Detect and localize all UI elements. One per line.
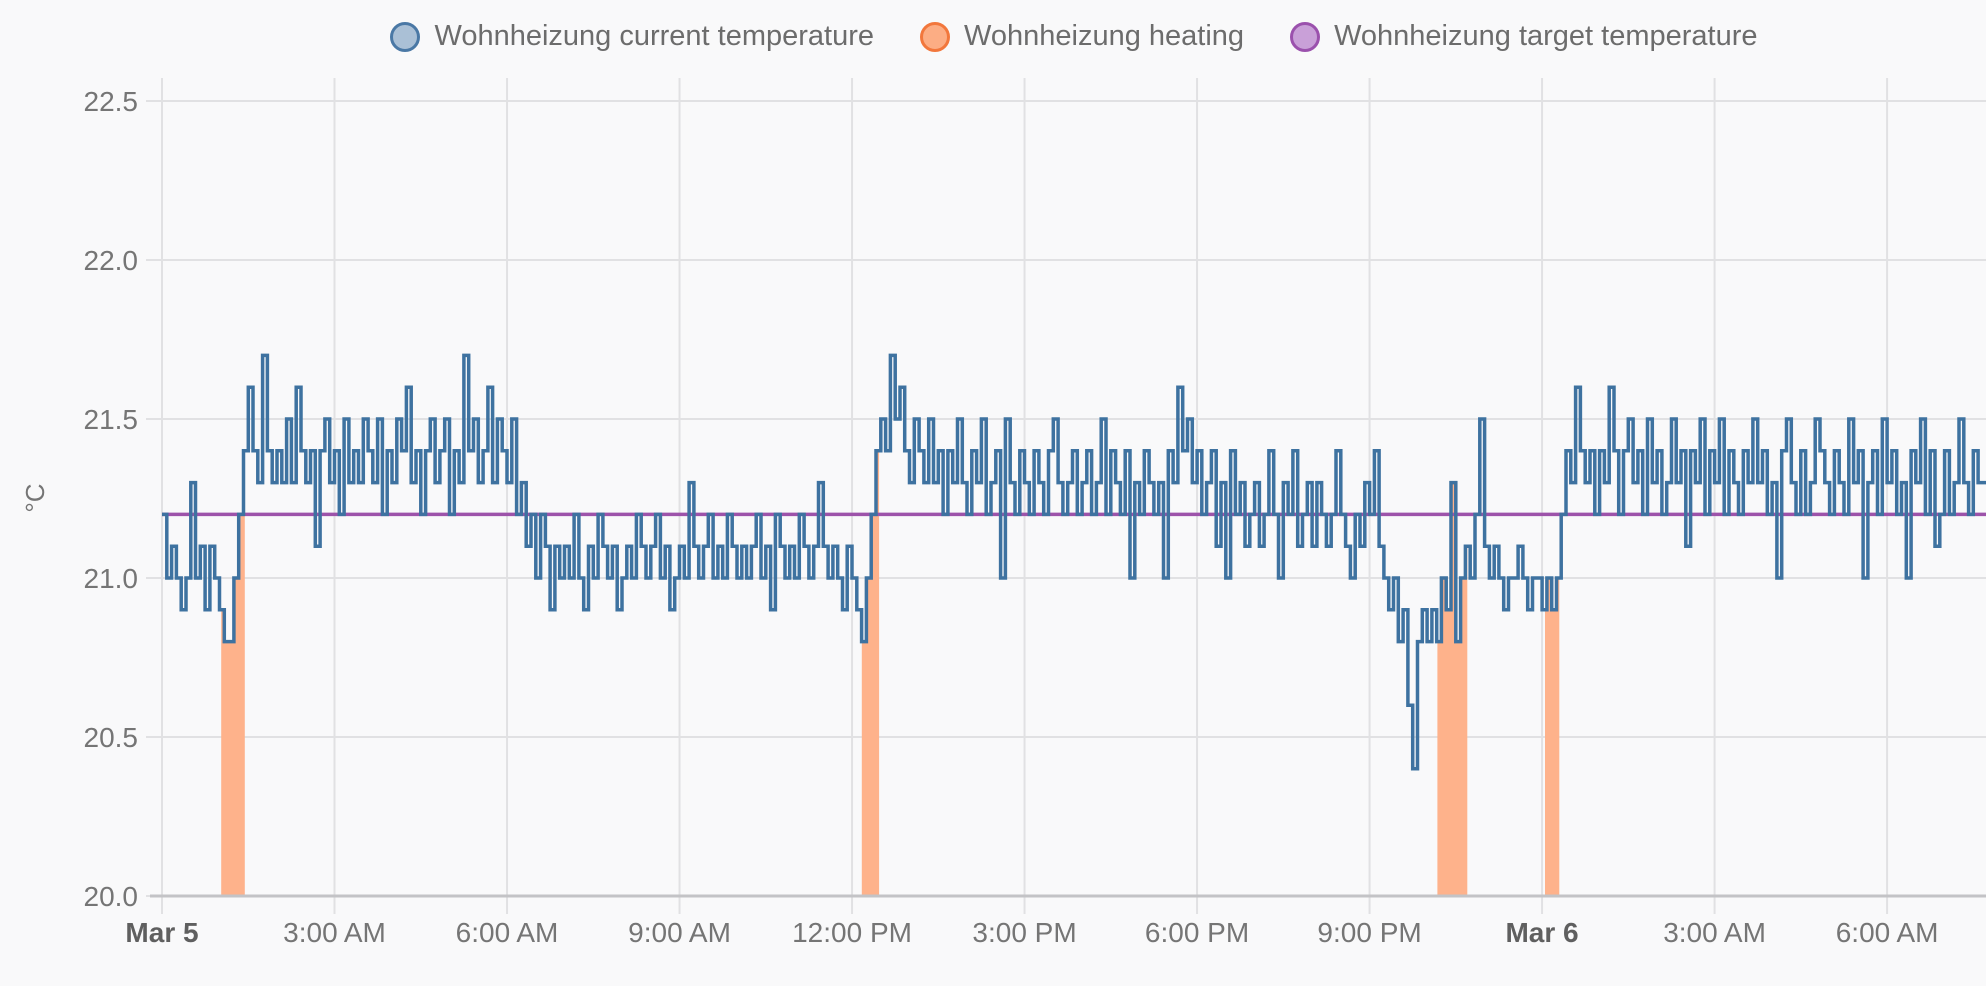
y-axis-tick-label: 22.5 xyxy=(84,86,139,117)
x-axis-tick-label: Mar 6 xyxy=(1505,917,1578,948)
legend-label-heating: Wohnheizung heating xyxy=(964,20,1245,52)
x-axis-tick-label: 6:00 PM xyxy=(1145,917,1249,948)
y-axis-labels: 22.5 22.0 21.5 21.0 20.5 20.0 xyxy=(84,86,139,912)
y-axis-tick-label: 22.0 xyxy=(84,245,139,276)
x-axis-tick-label: 6:00 AM xyxy=(456,917,559,948)
legend-label-target-temperature: Wohnheizung target temperature xyxy=(1334,20,1758,52)
heating-on-area xyxy=(861,450,880,896)
current-temperature-line xyxy=(162,353,1986,771)
target-temperature-series-icon xyxy=(1290,21,1321,52)
y-axis-tick-label: 20.0 xyxy=(84,881,139,912)
heating-on-area xyxy=(221,450,245,896)
legend-item-heating[interactable]: Wohnheizung heating xyxy=(920,20,1244,53)
chart-legend: Wohnheizung current temperature Wohnheiz… xyxy=(162,20,1986,53)
y-axis-tick-label: 21.0 xyxy=(84,563,139,594)
x-axis-tick-label: 3:00 AM xyxy=(283,917,386,948)
current-temperature-series-icon xyxy=(390,21,421,52)
y-axis-tick-label: 21.5 xyxy=(84,404,139,435)
legend-label-current-temperature: Wohnheizung current temperature xyxy=(434,20,875,52)
legend-item-target-temperature[interactable]: Wohnheizung target temperature xyxy=(1290,20,1758,53)
y-axis-title: °C xyxy=(20,483,50,512)
x-axis-tick-label: 12:00 PM xyxy=(792,917,912,948)
x-axis-tick-label: 9:00 PM xyxy=(1317,917,1421,948)
heating-series-icon xyxy=(920,21,951,52)
x-axis-tick-label: 3:00 PM xyxy=(972,917,1076,948)
x-axis-tick-label: 9:00 AM xyxy=(628,917,731,948)
x-axis-tick-label: 6:00 AM xyxy=(1836,917,1939,948)
x-axis-labels: Mar 5 3:00 AM 6:00 AM 9:00 AM 12:00 PM 3:00 P… xyxy=(125,917,1938,948)
heating-on-area xyxy=(1545,578,1560,896)
y-axis-tick-label: 20.5 xyxy=(84,722,139,753)
legend-item-current-temperature[interactable]: Wohnheizung current temperature xyxy=(390,20,874,53)
x-axis-tick-label: Mar 5 xyxy=(125,917,198,948)
x-axis-tick-label: 3:00 AM xyxy=(1663,917,1766,948)
